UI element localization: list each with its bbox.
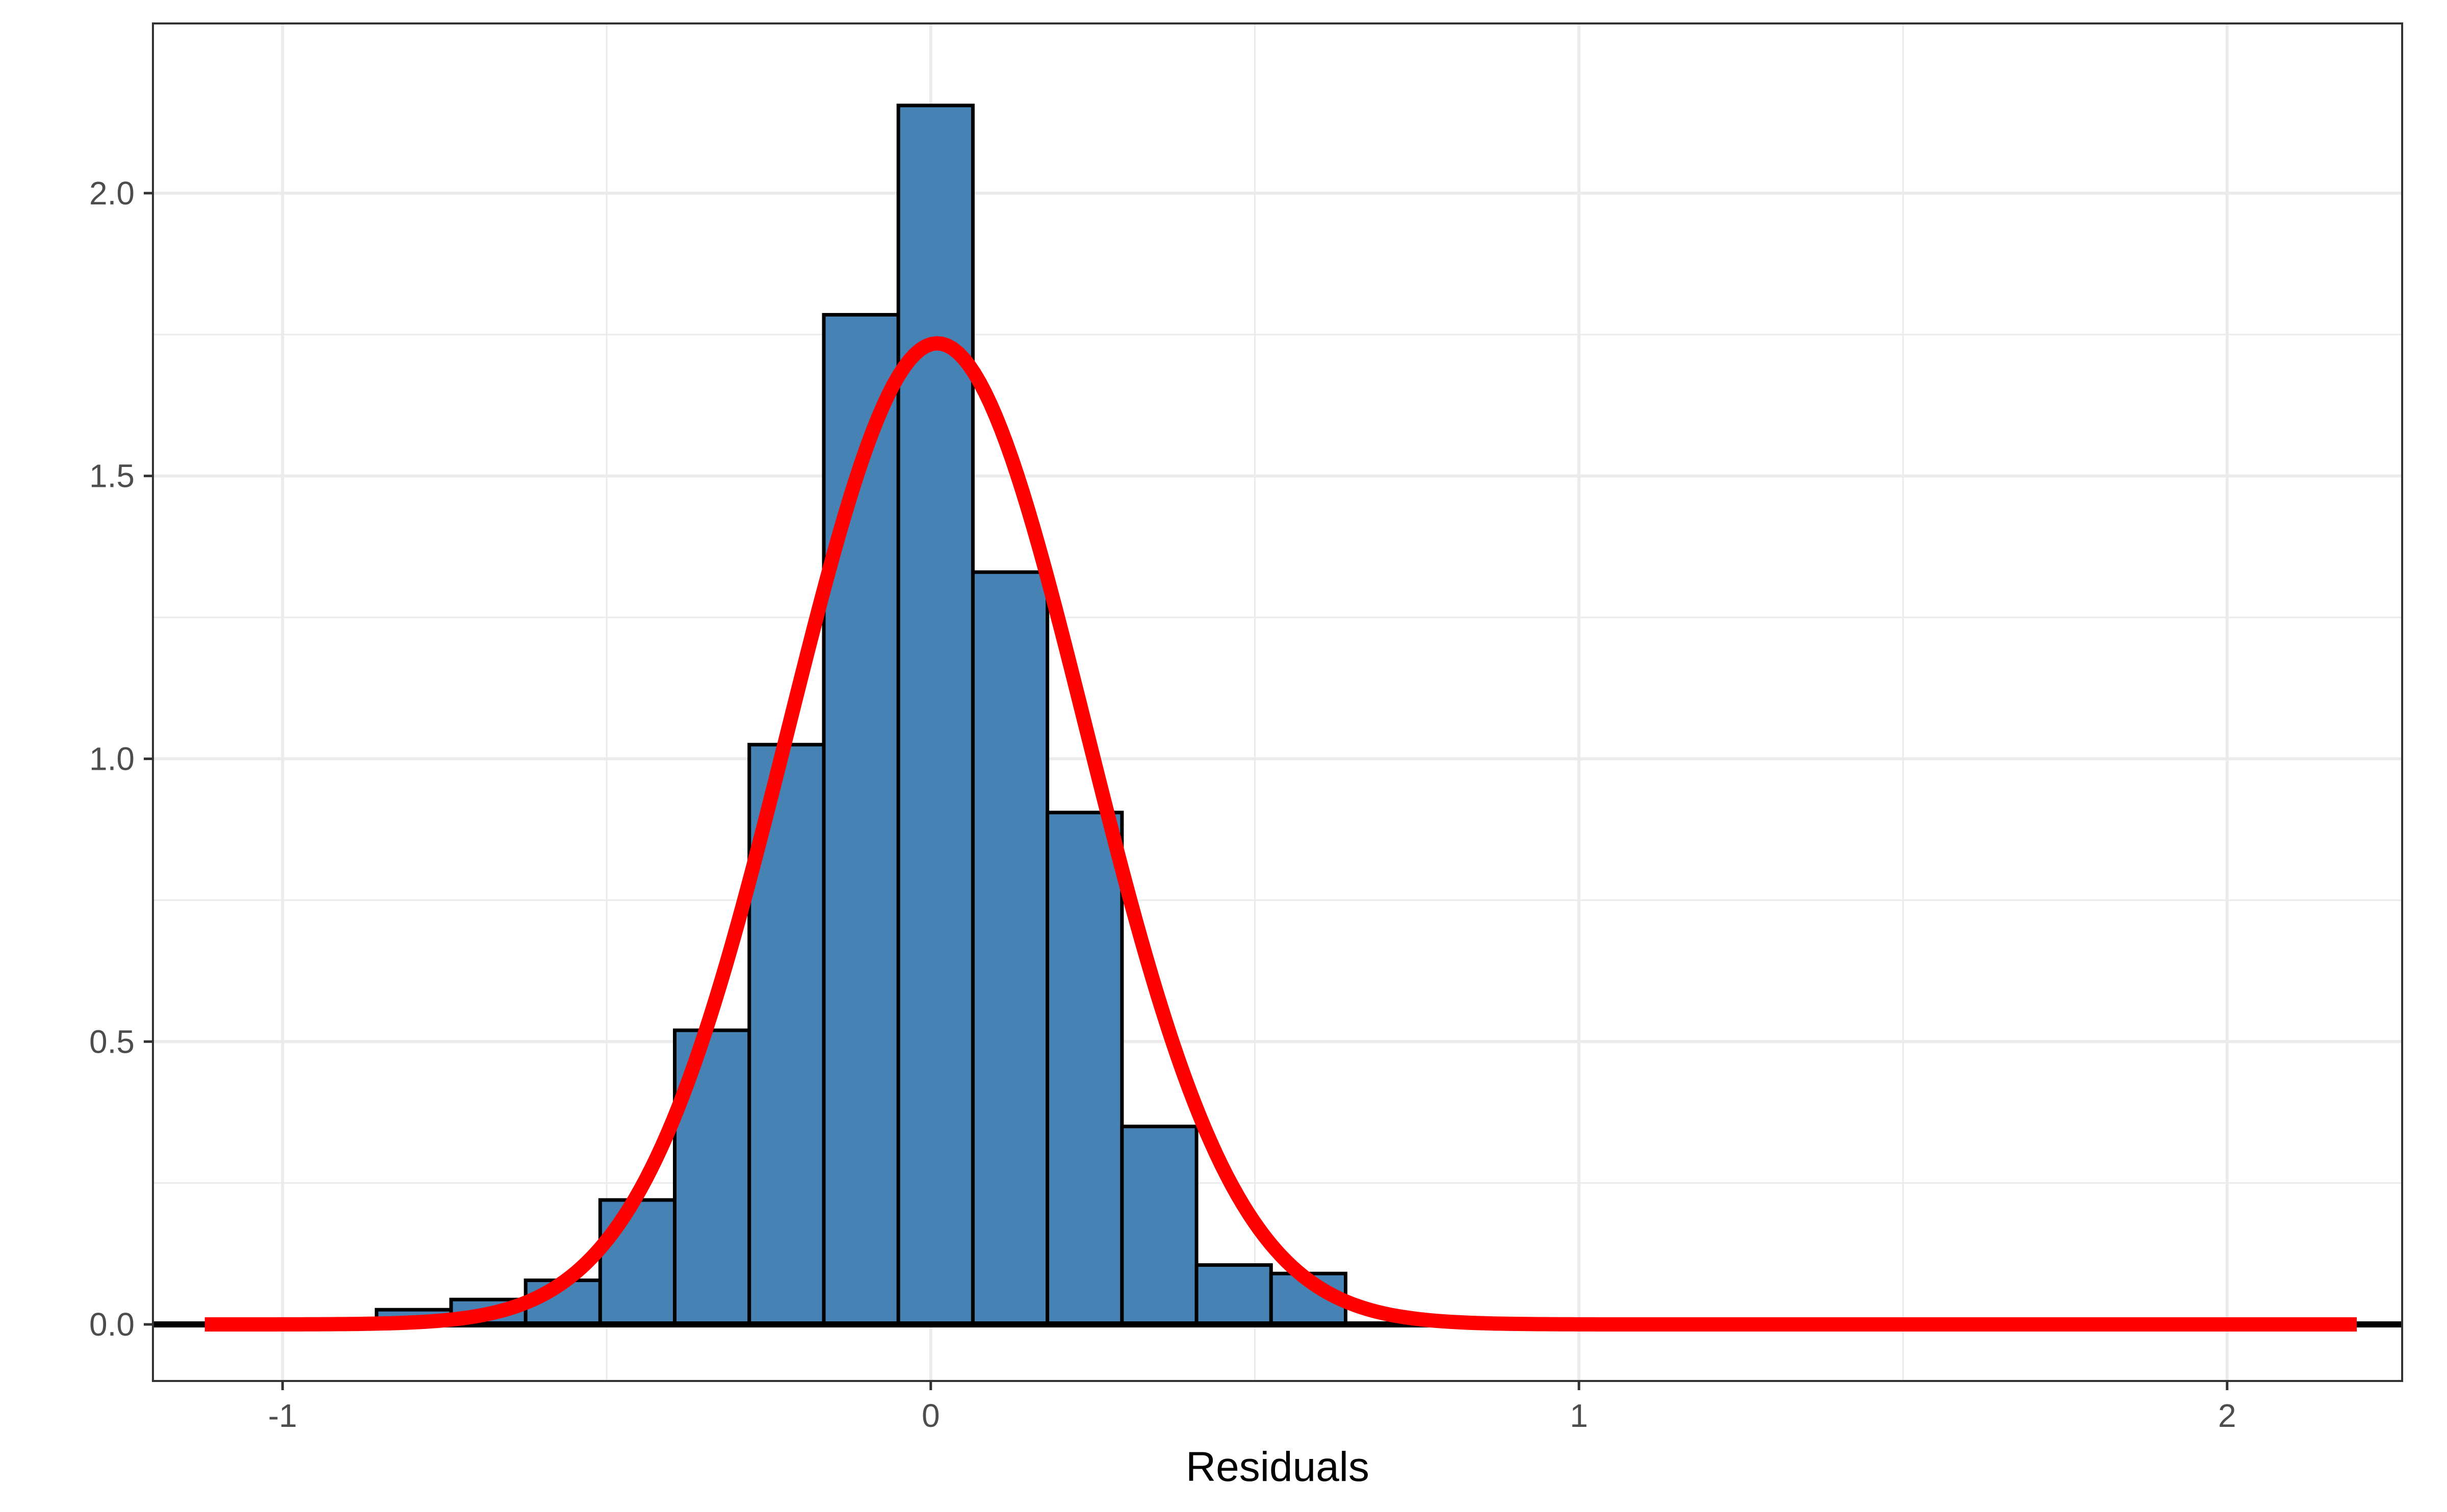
x-tick-label: 0 — [922, 1397, 940, 1434]
y-tick-label: 0.5 — [89, 1023, 135, 1060]
histogram-bar — [1194, 1263, 1273, 1326]
histogram-bar — [1046, 811, 1124, 1326]
histogram-bars — [225, 103, 1348, 1326]
x-tick-label: 1 — [1570, 1397, 1588, 1434]
panel-border — [152, 22, 2403, 1382]
x-axis: -1 0 1 2 — [268, 1381, 2236, 1434]
histogram-bar — [896, 103, 975, 1326]
x-tick-label: -1 — [268, 1397, 297, 1434]
histogram-bar — [971, 570, 1050, 1326]
y-tick-label: 1.5 — [89, 458, 135, 494]
minor-gridlines — [153, 23, 2402, 1381]
y-axis: 0.0 0.5 1.0 1.5 2.0 — [89, 175, 153, 1343]
x-axis-title: Residuals — [1186, 1444, 1369, 1490]
x-tick-label: 2 — [2218, 1397, 2236, 1434]
histogram-bar — [1120, 1125, 1199, 1326]
y-tick-label: 2.0 — [89, 175, 135, 212]
histogram-bar — [598, 1198, 677, 1326]
y-tick-label: 1.0 — [89, 740, 135, 777]
y-tick-label: 0.0 — [89, 1306, 135, 1343]
normal-density-curve — [203, 336, 2359, 1332]
